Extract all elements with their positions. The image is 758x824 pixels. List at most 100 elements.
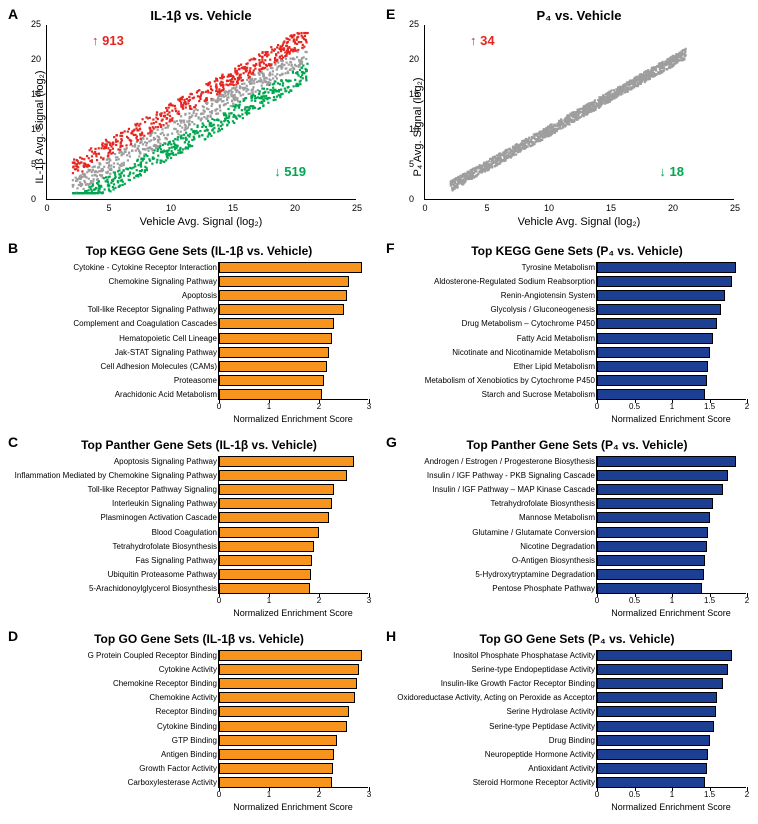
bar: Tetrahydrofolate Biosynthesis: [219, 541, 314, 552]
bar-label: 5-Hydroxytryptamine Degradation: [475, 570, 598, 580]
bar: Antigen Binding: [219, 749, 334, 760]
bar: Pentose Phosphate Pathway: [597, 583, 702, 594]
bar: Receptor Binding: [219, 706, 349, 717]
bar-label: Cytokine Binding: [157, 722, 220, 732]
bar: Apoptosis: [219, 290, 347, 301]
bar-label: O-Antigen Biosynthesis: [512, 556, 598, 566]
bar-label: Receptor Binding: [156, 707, 220, 717]
bar-label: Insulin-like Growth Factor Receptor Bind…: [441, 679, 598, 689]
bar-label: Renin-Angiotensin System: [501, 291, 598, 301]
x-axis-label: Normalized Enrichment Score: [596, 414, 746, 424]
bar-label: Serine-type Peptidase Activity: [489, 722, 598, 732]
bar: Interleukin Signaling Pathway: [219, 498, 332, 509]
bar: Androgen / Estrogen / Progesterone Biosy…: [597, 456, 736, 467]
up-count: ↑ 34: [470, 33, 495, 48]
bar-label: Blood Coagulation: [152, 528, 220, 538]
bar-label: Hematopoietic Cell Lineage: [119, 334, 220, 344]
bar: Nicotine Degradation: [597, 541, 707, 552]
bars-title: Top GO Gene Sets (P₄ vs. Vehicle): [408, 632, 746, 646]
bars-title: Top KEGG Gene Sets (P₄ vs. Vehicle): [408, 244, 746, 258]
bar-label: Fas Signaling Pathway: [136, 556, 220, 566]
down-count: ↓ 18: [659, 164, 684, 179]
bar: Fas Signaling Pathway: [219, 555, 312, 566]
bar: Toll-like Receptor Pathway Signaling: [219, 484, 334, 495]
bar: Inflammation Mediated by Chemokine Signa…: [219, 470, 347, 481]
bar-label: Ubiquitin Proteasome Pathway: [108, 570, 220, 580]
bar-chart: Androgen / Estrogen / Progesterone Biosy…: [596, 456, 746, 594]
bar-label: Insulin / IGF Pathway - PKB Signaling Ca…: [427, 471, 598, 481]
bar-label: Mannose Metabolism: [519, 513, 598, 523]
bar-label: Toll-like Receptor Pathway Signaling: [88, 485, 220, 495]
bar-chart: Inositol Phosphate Phosphatase Activity …: [596, 650, 746, 788]
bar: Chemokine Receptor Binding: [219, 678, 357, 689]
bar: Tetrahydrofolate Biosynthesis: [597, 498, 713, 509]
bar-label: Glycolysis / Gluconeogenesis: [491, 305, 599, 315]
scatter-plot: ↑ 34 ↓ 18 05101520250510152025: [424, 25, 734, 200]
bar-label: Arachidonic Acid Metabolism: [115, 390, 220, 400]
x-axis-label: Vehicle Avg. Signal (log₂): [46, 216, 356, 228]
bar: Complement and Coagulation Cascades: [219, 318, 334, 329]
bar: Apoptosis Signaling Pathway: [219, 456, 354, 467]
bar-label: Pentose Phosphate Pathway: [492, 584, 598, 594]
bar-label: Toll-like Receptor Signaling Pathway: [88, 305, 220, 315]
bar-label: Drug Metabolism – Cytochrome P450: [462, 319, 598, 329]
bar: Steroid Hormone Receptor Activity: [597, 777, 705, 788]
bar-label: Fatty Acid Metabolism: [517, 334, 598, 344]
bar-label: Cell Adhesion Molecules (CAMs): [101, 362, 221, 372]
bar-label: Starch and Sucrose Metabolism: [482, 390, 598, 400]
x-axis-label: Normalized Enrichment Score: [218, 414, 368, 424]
bar: Oxidoreductase Activity, Acting on Perox…: [597, 692, 717, 703]
bar: Chemokine Activity: [219, 692, 355, 703]
bar: Plasminogen Activation Cascade: [219, 512, 329, 523]
up-count: ↑ 913: [92, 33, 124, 48]
bar: Serine-type Endopeptidase Activity: [597, 664, 728, 675]
bar-label: Inositol Phosphate Phosphatase Activity: [453, 651, 598, 661]
bar-label: 5-Arachidonoylglycerol Biosynthesis: [89, 584, 220, 594]
bar: Insulin / IGF Pathway – MAP Kinase Casca…: [597, 484, 723, 495]
panel-letter: E: [386, 6, 395, 22]
bar-label: Drug Binding: [549, 736, 598, 746]
bar: Insulin / IGF Pathway - PKB Signaling Ca…: [597, 470, 728, 481]
bar: Glutamine / Glutamate Conversion: [597, 527, 708, 538]
bar: Cytokine Binding: [219, 721, 347, 732]
x-axis-label: Normalized Enrichment Score: [596, 802, 746, 812]
bar-chart: Tyrosine Metabolism Aldosterone-Regulate…: [596, 262, 746, 400]
bar: Ether Lipid Metabolism: [597, 361, 708, 372]
bar-label: Chemokine Receptor Binding: [113, 679, 220, 689]
x-axis-label: Normalized Enrichment Score: [218, 608, 368, 618]
bar: Blood Coagulation: [219, 527, 319, 538]
bar: Serine-type Peptidase Activity: [597, 721, 714, 732]
bar: 5-Arachidonoylglycerol Biosynthesis: [219, 583, 310, 594]
bar-label: Nicotinate and Nicotinamide Metabolism: [452, 348, 598, 358]
panel-letter: A: [8, 6, 18, 22]
bar-label: Insulin / IGF Pathway – MAP Kinase Casca…: [432, 485, 598, 495]
bar-label: Tetrahydrofolate Biosynthesis: [113, 542, 221, 552]
bar-label: Carboxylesterase Activity: [128, 778, 220, 788]
bar: Jak-STAT Signaling Pathway: [219, 347, 329, 358]
bar: Toll-like Receptor Signaling Pathway: [219, 304, 344, 315]
bar-label: Androgen / Estrogen / Progesterone Biosy…: [424, 457, 598, 467]
bar: Growth Factor Activity: [219, 763, 333, 774]
bar: Mannose Metabolism: [597, 512, 710, 523]
bar-label: Nicotine Degradation: [520, 542, 598, 552]
bar-label: Chemokine Activity: [149, 693, 220, 703]
bar: Carboxylesterase Activity: [219, 777, 332, 788]
bar: Ubiquitin Proteasome Pathway: [219, 569, 311, 580]
bar-label: Apoptosis: [182, 291, 220, 301]
bar: Cytokine - Cytokine Receptor Interaction: [219, 262, 362, 273]
bar-label: Neuropeptide Hormone Activity: [485, 750, 598, 760]
down-count: ↓ 519: [274, 164, 306, 179]
bar-label: Proteasome: [174, 376, 220, 386]
x-axis-label: Normalized Enrichment Score: [596, 608, 746, 618]
bar-label: Tyrosine Metabolism: [522, 263, 598, 273]
bar-label: G Protein Coupled Receptor Binding: [88, 651, 220, 661]
bar: Glycolysis / Gluconeogenesis: [597, 304, 721, 315]
bar: Drug Binding: [597, 735, 710, 746]
bar: Arachidonic Acid Metabolism: [219, 389, 322, 400]
bar: 5-Hydroxytryptamine Degradation: [597, 569, 704, 580]
bar: Insulin-like Growth Factor Receptor Bind…: [597, 678, 723, 689]
bar: Nicotinate and Nicotinamide Metabolism: [597, 347, 710, 358]
bar-chart: G Protein Coupled Receptor Binding Cytok…: [218, 650, 368, 788]
bar-label: Oxidoreductase Activity, Acting on Perox…: [397, 693, 598, 703]
bar-label: Antioxidant Activity: [528, 764, 598, 774]
